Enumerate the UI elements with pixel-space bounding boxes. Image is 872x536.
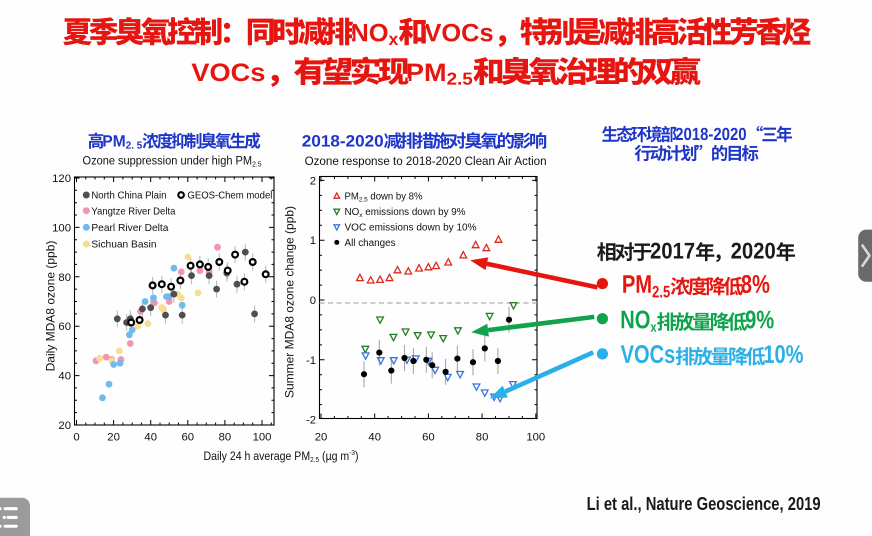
svg-text:100: 100 bbox=[253, 431, 272, 443]
svg-text:20: 20 bbox=[58, 420, 71, 432]
svg-text:All changes: All changes bbox=[345, 238, 396, 249]
svg-text:Summer MDA8 ozone change (ppb): Summer MDA8 ozone change (ppb) bbox=[282, 206, 296, 398]
svg-text:60: 60 bbox=[182, 431, 195, 443]
svg-text:Daily 24 h average PM2.5 (µg m: Daily 24 h average PM2.5 (µg m-3) bbox=[204, 448, 359, 464]
svg-text:NOx emissions down by 9%: NOx emissions down by 9% bbox=[345, 207, 466, 219]
svg-text:Sichuan Basin: Sichuan Basin bbox=[91, 240, 156, 251]
svg-text:80: 80 bbox=[58, 272, 71, 284]
svg-text:2: 2 bbox=[310, 175, 316, 187]
svg-text:60: 60 bbox=[58, 321, 71, 333]
svg-text:North China Plain: North China Plain bbox=[91, 191, 166, 202]
svg-text:Pearl River Delta: Pearl River Delta bbox=[91, 223, 168, 234]
svg-text:VOC emissions down by 10%: VOC emissions down by 10% bbox=[345, 223, 477, 234]
svg-text:20: 20 bbox=[107, 431, 120, 443]
svg-text:Li et al., Nature Geoscience,: Li et al., Nature Geoscience, 2019 bbox=[587, 494, 821, 514]
svg-text:40: 40 bbox=[144, 431, 157, 443]
svg-text:100: 100 bbox=[52, 222, 71, 234]
svg-text:Daily MDA8 ozone (ppb): Daily MDA8 ozone (ppb) bbox=[44, 241, 58, 372]
svg-text:20: 20 bbox=[315, 431, 328, 443]
svg-text:PM2.5 down by 8%: PM2.5 down by 8% bbox=[345, 192, 423, 204]
svg-text:-1: -1 bbox=[306, 355, 316, 367]
svg-text:Ozone response to 2018-2020 Cl: Ozone response to 2018-2020 Clean Air Ac… bbox=[305, 154, 547, 168]
svg-text:80: 80 bbox=[476, 431, 489, 443]
svg-text:0: 0 bbox=[73, 431, 79, 443]
svg-text:GEOS-Chem model: GEOS-Chem model bbox=[187, 191, 272, 202]
svg-text:1: 1 bbox=[310, 235, 316, 247]
svg-text:-2: -2 bbox=[306, 415, 316, 427]
svg-text:120: 120 bbox=[52, 173, 71, 185]
svg-text:80: 80 bbox=[219, 431, 232, 443]
svg-text:100: 100 bbox=[526, 431, 545, 443]
svg-text:60: 60 bbox=[422, 431, 435, 443]
svg-text:40: 40 bbox=[368, 431, 381, 443]
svg-text:40: 40 bbox=[58, 371, 71, 383]
svg-text:Yangtze River Delta: Yangtze River Delta bbox=[91, 206, 175, 217]
svg-text:Ozone suppression under high P: Ozone suppression under high PM2.5 bbox=[83, 154, 262, 169]
svg-text:0: 0 bbox=[310, 295, 316, 307]
